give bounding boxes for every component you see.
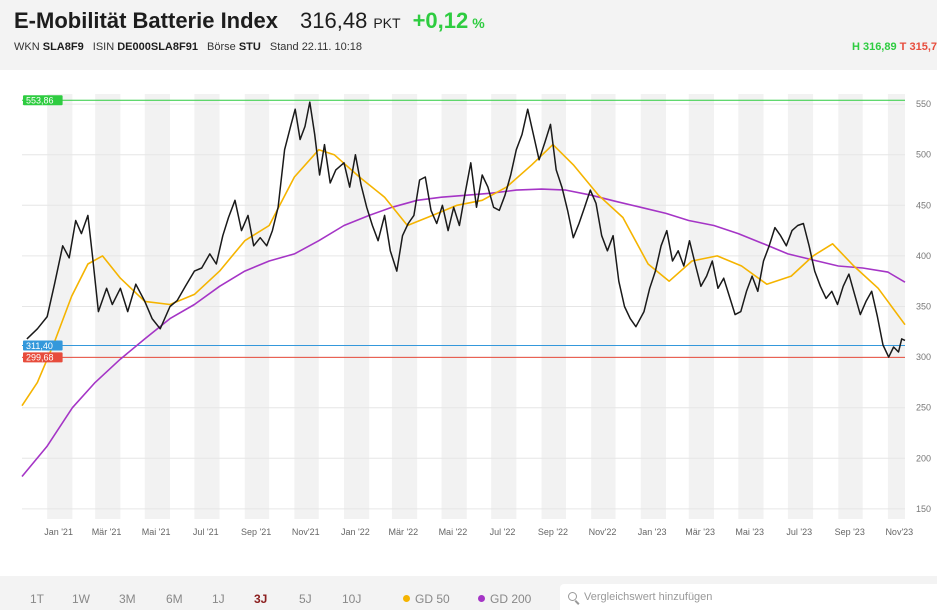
- x-tick-label: Nov'22: [589, 527, 617, 537]
- exchange-label: Börse: [207, 41, 236, 53]
- timestamp: Stand 22.11. 10:18: [269, 41, 363, 53]
- reference-label: 553,86: [26, 96, 54, 106]
- x-tick-label: Sep '22: [538, 527, 568, 537]
- x-tick-label: Mai '21: [142, 527, 171, 537]
- x-tick-label: Sep '21: [241, 527, 271, 537]
- y-tick-label: 200: [916, 453, 931, 463]
- x-tick-label: Jan '22: [341, 527, 370, 537]
- gd50-label: GD 50: [415, 592, 450, 606]
- series-line-gd200: [21, 188, 906, 478]
- x-tick-label: Jan '21: [44, 527, 73, 537]
- x-tick-label: Jan '23: [638, 527, 667, 537]
- x-tick-label: Mai '22: [439, 527, 468, 537]
- reference-label-bg: [23, 95, 63, 106]
- gd50-dot-icon: [403, 595, 410, 603]
- title-row: E-Mobilität Batterie Index 316,48 PKT +0…: [14, 8, 485, 34]
- x-tick-label: Nov'21: [292, 527, 320, 537]
- reference-lines: [22, 99, 905, 358]
- range-3j[interactable]: 3J: [254, 592, 268, 606]
- isin-value: DE000SLA8F91: [117, 41, 198, 53]
- x-tick-label: Mär '21: [92, 527, 122, 537]
- x-tick-label: Sep '23: [835, 527, 865, 537]
- reference-label: 311,40: [26, 341, 53, 351]
- x-tick-label: Mär '22: [388, 527, 418, 537]
- x-tick-label: Mär '23: [685, 527, 715, 537]
- reference-label-bg: [23, 340, 63, 351]
- exchange-value: STU: [238, 41, 261, 53]
- series-line-price: [26, 101, 906, 358]
- reference-labels: 553,86 311,40 299,68: [23, 95, 63, 363]
- high-value: 316,89: [862, 41, 897, 53]
- range-5j[interactable]: 5J: [299, 592, 312, 606]
- x-axis: Jan '21 Mär '21 Mai '21 Jul '21 Sep '21 Nov'2…: [44, 527, 913, 537]
- high-label: H: [851, 41, 860, 53]
- y-tick-label: 400: [916, 251, 931, 261]
- range-3m[interactable]: 3M: [119, 592, 136, 606]
- price-change: +0,12: [412, 8, 469, 33]
- search-icon: [568, 592, 577, 601]
- series-lines: [21, 101, 906, 478]
- compare-input[interactable]: [584, 584, 924, 610]
- wkn-value: SLA8F9: [42, 41, 84, 53]
- range-1j[interactable]: 1J: [212, 592, 225, 606]
- legend-gd50[interactable]: GD 50: [403, 592, 450, 606]
- gd200-dot-icon: [478, 595, 485, 603]
- reference-label: 299,68: [26, 353, 54, 363]
- y-tick-label: 350: [916, 302, 931, 312]
- legend-gd200[interactable]: GD 200: [478, 592, 531, 606]
- x-tick-label: Nov'23: [885, 527, 913, 537]
- y-tick-label: 150: [916, 504, 931, 514]
- reference-label-bg: [23, 352, 63, 363]
- wkn-label: WKN: [14, 41, 40, 53]
- low-label: T: [899, 41, 907, 53]
- y-tick-label: 500: [916, 150, 931, 160]
- low-value: 315,7: [909, 41, 937, 53]
- instrument-meta: WKN SLA8F9 ISIN DE000SLA8F91 Börse STU S…: [14, 41, 362, 53]
- high-low: H 316,89 T 315,7: [852, 41, 937, 53]
- gd200-label: GD 200: [490, 592, 532, 606]
- x-tick-label: Jul '21: [193, 527, 219, 537]
- price-change-percent-sign: %: [472, 15, 485, 31]
- x-tick-label: Jul '22: [490, 527, 516, 537]
- series-line-gd50: [21, 143, 906, 407]
- isin-label: ISIN: [92, 41, 115, 53]
- y-tick-label: 450: [916, 200, 931, 210]
- range-1t[interactable]: 1T: [30, 592, 45, 606]
- current-price: 316,48: [300, 8, 368, 33]
- price-unit: PKT: [373, 15, 401, 31]
- range-6m[interactable]: 6M: [166, 592, 183, 606]
- price-chart[interactable]: 150 200 250 300 350 400 450 500 550 Jan '21 Mär '…: [0, 70, 937, 576]
- y-tick-label: 250: [916, 403, 931, 413]
- range-10j[interactable]: 10J: [342, 592, 362, 606]
- y-tick-label: 300: [916, 352, 931, 362]
- chart-footer: 1T 1W 3M 6M 1J 3J 5J 10J GD 50 GD 200: [0, 576, 937, 610]
- instrument-header: E-Mobilität Batterie Index 316,48 PKT +0…: [0, 0, 937, 70]
- compare-search: [560, 584, 937, 610]
- x-tick-label: Mai '23: [735, 527, 764, 537]
- y-tick-label: 550: [916, 99, 931, 109]
- x-tick-label: Jul '23: [786, 527, 812, 537]
- instrument-title: E-Mobilität Batterie Index: [14, 8, 279, 33]
- y-axis: 150 200 250 300 350 400 450 500 550: [916, 99, 931, 514]
- range-1w[interactable]: 1W: [72, 592, 90, 606]
